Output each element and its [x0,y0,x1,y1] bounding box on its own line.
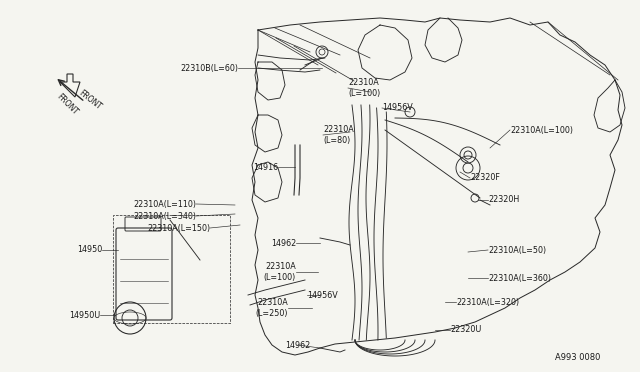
Text: 14950: 14950 [77,246,102,254]
Text: 14962: 14962 [285,340,310,350]
Text: 22320H: 22320H [488,196,519,205]
Text: 22310A(L=360): 22310A(L=360) [488,273,551,282]
Text: 14962: 14962 [271,238,296,247]
Text: 14956V: 14956V [307,291,338,299]
Text: 22310A(L=50): 22310A(L=50) [488,246,546,254]
Text: 14956V: 14956V [382,103,413,112]
Text: 14916: 14916 [253,163,278,171]
Text: FRONT: FRONT [77,89,103,112]
Text: 22310A
(L=80): 22310A (L=80) [323,125,354,145]
Text: 22310A(L=320): 22310A(L=320) [456,298,519,307]
Text: 22320F: 22320F [470,173,500,183]
Text: 22310A(L=110): 22310A(L=110) [133,199,196,208]
Text: 22310A
(L=100): 22310A (L=100) [264,262,296,282]
Text: 22320U: 22320U [450,326,481,334]
Text: 22310A(L=340): 22310A(L=340) [133,212,196,221]
Text: A993 0080: A993 0080 [555,353,600,362]
Text: 22310A(L=150): 22310A(L=150) [147,224,210,232]
Text: FRONT: FRONT [54,92,79,116]
Text: 22310A
(L=250): 22310A (L=250) [255,298,288,318]
Text: 22310B(L=60): 22310B(L=60) [180,64,238,73]
Text: 22310A
(L=100): 22310A (L=100) [348,78,380,98]
Text: 14950U: 14950U [68,311,100,320]
Text: 22310A(L=100): 22310A(L=100) [510,125,573,135]
